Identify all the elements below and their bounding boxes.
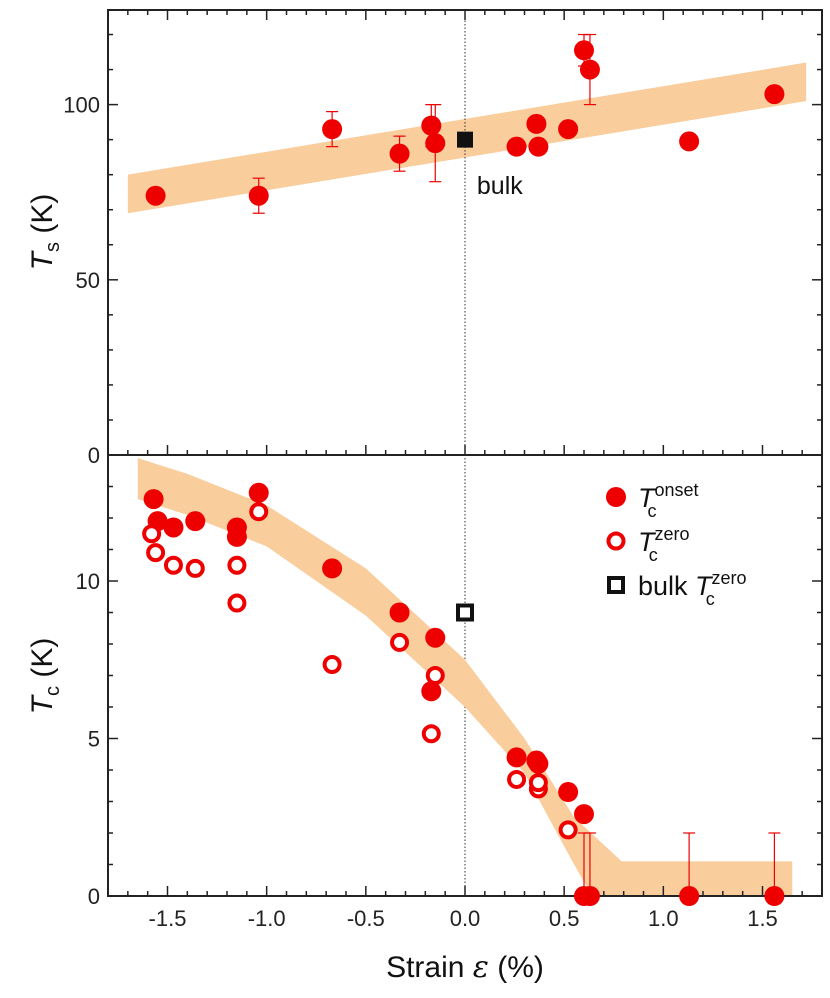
x-tick-label: -1.5 xyxy=(149,906,187,931)
tc-y-tick-label: 5 xyxy=(88,727,100,752)
ts-data-point xyxy=(574,40,594,61)
ts-data-point xyxy=(425,133,446,154)
x-tick-label: 1.5 xyxy=(747,906,778,931)
ts-data-point xyxy=(145,185,166,206)
tc-y-axis-title: Tc (K) xyxy=(26,638,64,715)
axis-labels: Ts (K) Tc (K) Strain ε (%) xyxy=(26,194,544,985)
tc-y-tick-label: 10 xyxy=(76,569,100,594)
tc-onset-point xyxy=(185,511,206,532)
x-tick-label: -1.0 xyxy=(248,906,286,931)
bulk-annotation: bulk xyxy=(477,172,523,200)
legend-marker-open xyxy=(606,531,626,551)
tc-zero-point xyxy=(421,724,441,744)
x-tick-label: 0.5 xyxy=(549,906,580,931)
tc-trend-band xyxy=(137,458,793,896)
legend-label: Tonset c xyxy=(638,480,699,521)
top-panel-ts: 0 50 100 bulk xyxy=(63,9,823,896)
tc-zero-point xyxy=(146,543,166,563)
x-tick-label: 0.0 xyxy=(450,906,481,931)
ts-data-point xyxy=(389,143,410,164)
ts-data-point xyxy=(248,185,269,206)
legend-item: bulk Tzero c xyxy=(607,568,747,609)
tc-zero-point xyxy=(507,769,527,789)
legend-label: bulk Tzero c xyxy=(638,568,747,609)
legend-label: Tzero c xyxy=(638,524,690,565)
tc-onset-point xyxy=(389,602,410,623)
ts-data-point xyxy=(528,136,549,157)
ts-data-point xyxy=(679,131,700,152)
tc-onset-point xyxy=(679,886,700,906)
tc-onset-point xyxy=(528,753,549,774)
tc-onset-point xyxy=(163,517,184,538)
tc-onset-point xyxy=(421,681,442,702)
x-axis-title: Strain ε (%) xyxy=(386,950,544,985)
ts-data-point xyxy=(322,119,343,140)
ts-data-point xyxy=(764,84,785,105)
ts-y-tick-label: 100 xyxy=(63,93,100,118)
tc-onset-point xyxy=(226,526,247,547)
ts-bulk-point xyxy=(457,131,473,148)
tc-zero-point xyxy=(227,555,247,575)
tc-y-tick-label: 0 xyxy=(88,884,100,909)
x-tick-label: 1.0 xyxy=(648,906,679,931)
tc-zero-point xyxy=(425,666,445,685)
tc-zero-point xyxy=(185,558,205,578)
tc-onset-point xyxy=(764,886,785,906)
tc-onset-point xyxy=(574,804,594,825)
tc-zero-point xyxy=(390,632,410,652)
ts-data-point xyxy=(506,136,527,157)
tc-zero-point xyxy=(249,502,269,522)
ts-y-tick-label: 0 xyxy=(88,443,100,468)
tc-onset-point xyxy=(506,747,527,768)
ts-y-tick-label: 50 xyxy=(76,268,100,293)
x-tick-label: -0.5 xyxy=(347,906,385,931)
tc-onset-point xyxy=(143,489,164,510)
tc-onset-point xyxy=(248,482,269,503)
ts-y-axis-title: Ts (K) xyxy=(26,194,64,271)
tc-zero-point xyxy=(322,654,342,674)
ts-data-point xyxy=(421,115,442,136)
tc-onset-point xyxy=(579,886,600,906)
legend-marker-filled xyxy=(606,487,626,507)
tc-zero-point xyxy=(227,593,247,613)
tc-zero-point xyxy=(142,524,162,544)
tc-zero-point xyxy=(558,820,578,840)
tc-zero-point xyxy=(528,773,548,793)
tc-zero-point xyxy=(163,555,183,575)
ts-data-point xyxy=(579,59,600,80)
tc-onset-point xyxy=(558,782,579,803)
legend-marker-square xyxy=(607,576,625,594)
bottom-panel-tc: 0 5 10 -1.5 -1.0 -0.5 0.0 0.5 1.0 1.5 Tonset cTzero… xyxy=(76,454,823,931)
tc-onset-point xyxy=(322,558,343,579)
legend-item: Tzero c xyxy=(606,524,690,565)
tc-onset-point xyxy=(425,627,446,648)
ts-data-point xyxy=(526,113,547,134)
legend-item: Tonset c xyxy=(606,480,699,521)
ts-data-point xyxy=(558,119,579,140)
tc-bulk-point xyxy=(456,603,474,622)
